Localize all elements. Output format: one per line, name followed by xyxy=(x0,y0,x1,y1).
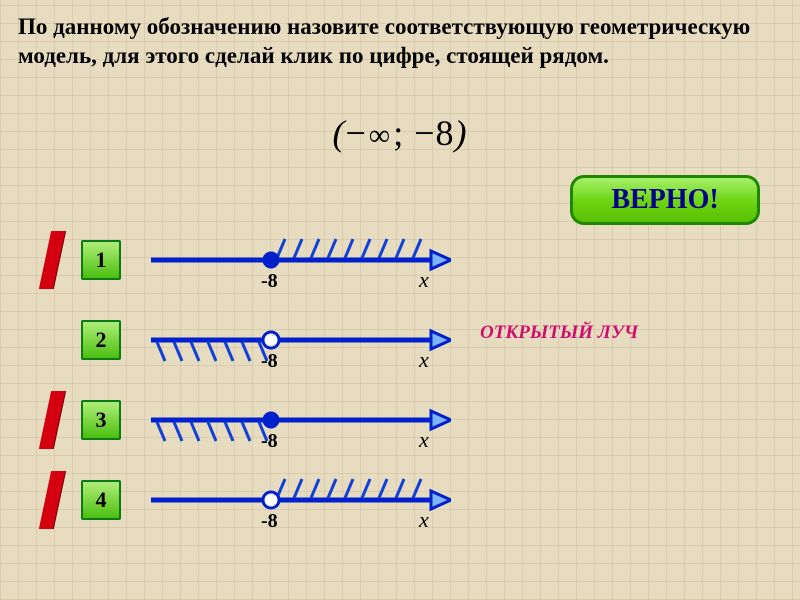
option-button-1[interactable]: 1 xyxy=(81,240,121,280)
axis-label: x xyxy=(419,427,429,453)
interval-expression: ( −∞; −8 ) xyxy=(332,112,467,154)
number-line-4: -8 x xyxy=(151,465,451,535)
number-line-3: -8 x xyxy=(151,385,451,455)
point-label: -8 xyxy=(261,270,278,293)
option-row-4: 4 -8 x xyxy=(45,465,451,535)
option-button-3[interactable]: 3 xyxy=(81,400,121,440)
point-label: -8 xyxy=(261,350,278,373)
point-label: -8 xyxy=(261,430,278,453)
prompt-text: По данному обозначению назовите соответс… xyxy=(18,12,782,71)
option-row-3: 3 -8 x xyxy=(45,385,451,455)
option-button-2[interactable]: 2 xyxy=(81,320,121,360)
hint-label: ОТКРЫТЫЙ ЛУЧ xyxy=(480,322,638,344)
point-label: -8 xyxy=(261,510,278,533)
correct-badge: ВЕРНО! xyxy=(570,175,760,225)
option-row-1: 1 -8 x xyxy=(45,225,451,295)
axis-label: x xyxy=(419,267,429,293)
option-row-2: 2 -8 x xyxy=(45,305,451,375)
number-line-1: -8 x xyxy=(151,225,451,295)
axis-label: x xyxy=(419,347,429,373)
option-button-4[interactable]: 4 xyxy=(81,480,121,520)
correct-badge-label: ВЕРНО! xyxy=(611,184,718,216)
axis-label: x xyxy=(419,507,429,533)
number-line-2: -8 x xyxy=(151,305,451,375)
